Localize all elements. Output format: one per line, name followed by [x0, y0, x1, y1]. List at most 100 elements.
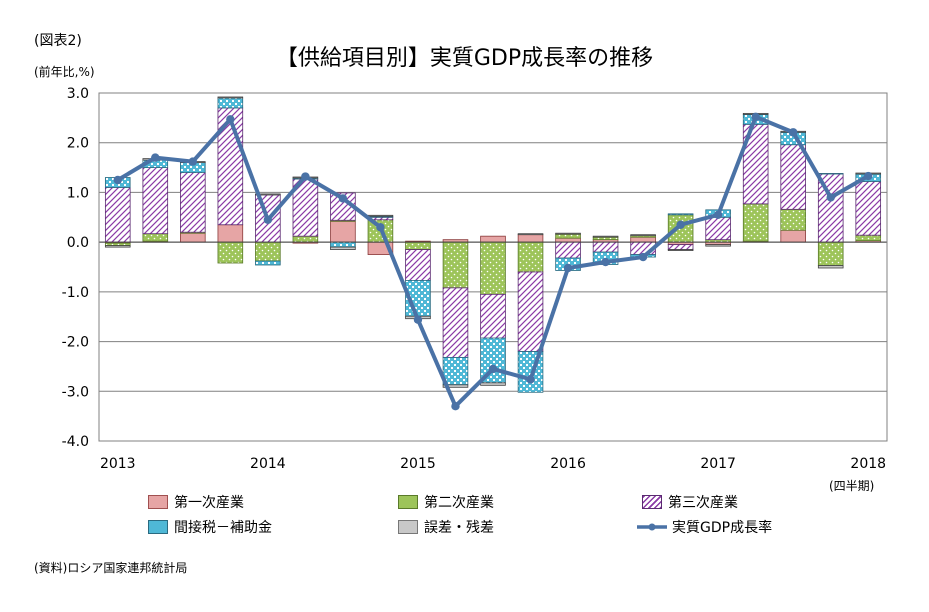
- gdp-growth-point: [676, 220, 685, 229]
- bar-residual: [630, 234, 656, 237]
- x-tick-label: 2016: [550, 456, 586, 472]
- gdp-growth-point: [338, 194, 348, 203]
- bar-tertiary: [555, 241, 581, 259]
- bar-net-taxes: [217, 97, 244, 109]
- y-tick-label: 2.0: [67, 136, 89, 152]
- y-tick-label: -1.0: [62, 285, 89, 301]
- bar-tertiary: [780, 144, 806, 210]
- bar-net-taxes: [330, 241, 356, 248]
- bar-residual: [442, 384, 469, 388]
- bar-residual: [367, 214, 394, 217]
- legend-swatch-net-taxes: [148, 520, 168, 534]
- axis-layer: 3.0 2.0 1.0 0.0 -1.0 -2.0 -3.0 -4.0 2013 2014 2015…: [62, 86, 888, 472]
- bar-tertiary: [180, 172, 206, 233]
- gdp-growth-point: [864, 171, 873, 181]
- bar-residual: [517, 233, 544, 236]
- legend-label-secondary: 第二次産業: [424, 495, 494, 511]
- x-tick-label: 2017: [700, 456, 736, 472]
- gdp-growth-point: [488, 364, 498, 374]
- gdp-growth-point: [376, 223, 385, 232]
- gdp-growth-point: [113, 175, 122, 185]
- gdp-growth-point: [301, 172, 310, 181]
- bar-tertiary: [855, 181, 882, 236]
- bar-tertiary: [667, 244, 694, 250]
- legend-item-residual: 誤差・残差: [398, 517, 494, 537]
- bar-secondary: [780, 208, 806, 231]
- x-tick-label: 2018: [850, 456, 886, 472]
- gdp-growth-point: [451, 402, 460, 411]
- y-tick-label: 3.0: [67, 86, 89, 102]
- legend-swatch-gdp: [637, 523, 667, 531]
- bar-secondary: [855, 234, 882, 242]
- y-tick-label: -2.0: [62, 335, 89, 351]
- bar-tertiary: [517, 271, 544, 352]
- line-layer: [99, 112, 887, 411]
- bar-secondary: [555, 233, 581, 239]
- legend-swatch-residual: [398, 520, 418, 534]
- legend-item-tertiary: 第三次産業: [642, 492, 738, 512]
- gdp-growth-point: [526, 375, 535, 384]
- bar-secondary: [142, 233, 169, 242]
- legend-swatch-tertiary: [642, 495, 662, 509]
- gdp-growth-point: [188, 157, 198, 166]
- figure-label: (図表2): [34, 33, 82, 49]
- bar-secondary: [817, 241, 844, 266]
- bar-secondary: [742, 203, 769, 242]
- bar-tertiary: [104, 187, 131, 243]
- bar-residual: [480, 382, 506, 386]
- legend-label-primary: 第一次産業: [174, 495, 244, 511]
- y-tick-label: 1.0: [67, 185, 89, 201]
- bar-net-taxes: [255, 260, 281, 266]
- bar-residual: [217, 96, 244, 99]
- plot-frame: [98, 92, 888, 442]
- bar-secondary: [255, 241, 281, 262]
- source-note: (資料)ロシア国家連邦統計局: [34, 561, 188, 575]
- bar-primary: [180, 232, 206, 243]
- bar-primary: [630, 236, 656, 243]
- gdp-growth-point: [751, 112, 760, 122]
- y-tick-label: 0.0: [67, 235, 89, 251]
- bar-residual: [104, 245, 131, 248]
- gdp-growth-point: [638, 252, 648, 262]
- bar-residual: [255, 193, 281, 196]
- legend-label-tertiary: 第三次産業: [668, 495, 738, 511]
- legend-label-gdp: 実質GDP成長率: [672, 520, 773, 536]
- bar-residual: [555, 232, 581, 235]
- bar-primary: [330, 220, 356, 243]
- gdp-growth-point: [713, 210, 723, 219]
- bar-primary: [217, 224, 244, 243]
- gdp-growth-point: [601, 257, 610, 267]
- legend-item-secondary: 第二次産業: [398, 492, 494, 512]
- bar-net-taxes: [442, 357, 469, 386]
- gdp-growth-point: [413, 315, 423, 324]
- gdp-growth-point: [151, 153, 160, 162]
- bar-residual: [705, 244, 731, 247]
- bar-primary: [555, 237, 581, 243]
- bar-tertiary: [142, 167, 169, 235]
- legend-item-net-taxes: 間接税－補助金: [148, 517, 272, 537]
- bar-net-taxes: [667, 213, 694, 216]
- bar-residual: [667, 249, 694, 251]
- y-tick-label: -3.0: [62, 384, 89, 400]
- bar-tertiary: [442, 287, 469, 358]
- gdp-growth-point: [563, 263, 573, 273]
- bar-residual: [592, 235, 619, 238]
- bar-primary: [517, 234, 544, 243]
- legend-item-primary: 第一次産業: [148, 492, 244, 512]
- bar-tertiary: [705, 216, 731, 241]
- x-tick-label: 2013: [100, 456, 136, 472]
- x-tick-label: 2014: [250, 456, 286, 472]
- legend-swatch-secondary: [398, 495, 418, 509]
- bar-primary: [780, 229, 806, 243]
- gdp-growth-point: [226, 115, 235, 124]
- gdp-growth-point: [826, 193, 835, 202]
- gdp-growth-point: [263, 215, 273, 224]
- bar-residual: [330, 246, 356, 251]
- bar-primary: [480, 235, 506, 243]
- chart-title: 【供給項目別】実質GDP成長率の推移: [275, 46, 654, 71]
- bar-net-taxes: [817, 173, 844, 175]
- x-tick-label: 2015: [400, 456, 436, 472]
- legend-label-residual: 誤差・残差: [424, 520, 494, 536]
- legend-swatch-primary: [148, 495, 168, 509]
- gdp-growth-point: [788, 128, 798, 137]
